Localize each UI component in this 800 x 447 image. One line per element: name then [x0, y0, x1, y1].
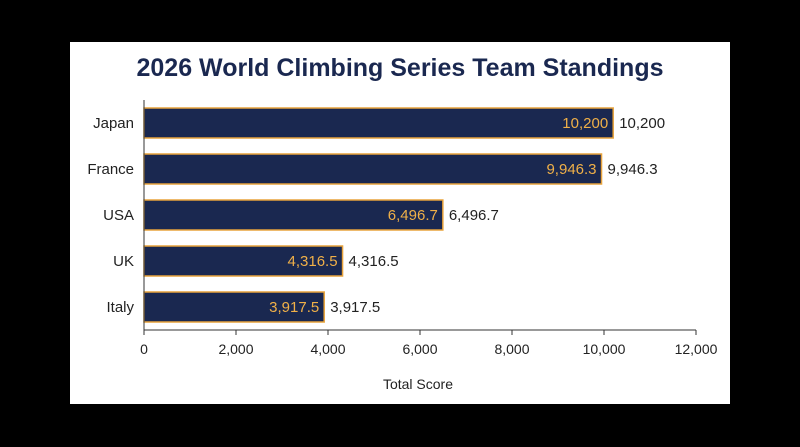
- x-tick-label: 8,000: [494, 341, 529, 357]
- bar: [143, 107, 614, 139]
- bar-value-label-inside: 3,917.5: [269, 299, 319, 316]
- category-label: Italy: [106, 299, 134, 316]
- bar-value-label: 6,496.7: [449, 207, 499, 224]
- bar-value-label-inside: 10,200: [562, 115, 608, 132]
- bar-value-label-inside: 4,316.5: [288, 253, 338, 270]
- bars-layer: Japan 10,200 10,200 France 9,946.3 9,946.3 USA…: [87, 107, 665, 323]
- x-tick-label: 0: [140, 341, 148, 357]
- bar-chart: 2026 World Climbing Series Team Standing…: [87, 54, 718, 392]
- chart-card: 2026 World Climbing Series Team Standing…: [70, 42, 730, 404]
- category-label: USA: [103, 207, 134, 224]
- x-tick-label: 6,000: [402, 341, 437, 357]
- bar-value-label: 10,200: [619, 115, 665, 132]
- x-axis-title: Total Score: [383, 376, 453, 392]
- bar-value-label: 3,917.5: [330, 299, 380, 316]
- x-tick-label: 4,000: [310, 341, 345, 357]
- x-tick-label: 12,000: [675, 341, 718, 357]
- bar-value-label-inside: 9,946.3: [546, 161, 596, 178]
- x-axis: 0 2,000 4,000 6,000 8,000 10,000 12,000: [140, 100, 718, 357]
- bar: [143, 291, 325, 323]
- bar: [143, 245, 344, 277]
- category-label: France: [87, 161, 134, 178]
- bar-value-label: 4,316.5: [349, 253, 399, 270]
- bar: [143, 153, 603, 185]
- x-tick-label: 10,000: [583, 341, 626, 357]
- category-label: Japan: [93, 115, 134, 132]
- bar-value-label: 9,946.3: [608, 161, 658, 178]
- x-tick-label: 2,000: [218, 341, 253, 357]
- category-label: UK: [113, 253, 134, 270]
- bar-value-label-inside: 6,496.7: [388, 207, 438, 224]
- chart-title: 2026 World Climbing Series Team Standing…: [137, 54, 664, 82]
